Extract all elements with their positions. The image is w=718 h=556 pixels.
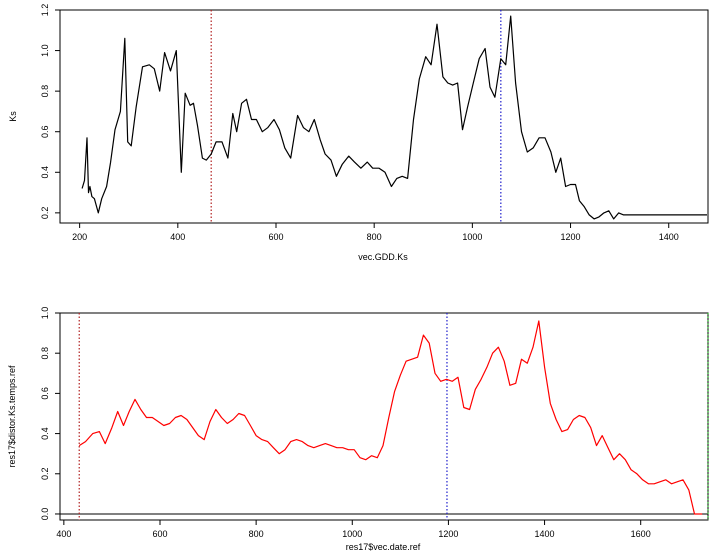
y-tick-label: 1.2 — [40, 4, 50, 17]
bottom-chart-panel: 400 600 800 1000 1200 1400 1600 0.0 0.2 0.4 0.6 0.8… — [7, 307, 709, 552]
y-tick-label: 0.4 — [40, 427, 50, 440]
series-line — [81, 15, 707, 220]
x-tick-label: 1200 — [561, 232, 581, 242]
y-tick-label: 0.8 — [40, 347, 50, 360]
plot-frame — [59, 312, 709, 521]
x-tick-label: 800 — [249, 529, 264, 539]
x-axis-title: vec.GDD.Ks — [358, 252, 408, 262]
x-tick-label: 1000 — [342, 529, 362, 539]
y-tick-label: 0.2 — [40, 207, 50, 220]
y-axis: 0.2 0.4 0.6 0.8 1.0 1.2 — [40, 4, 60, 219]
x-tick-label: 600 — [268, 232, 283, 242]
y-tick-label: 0.2 — [40, 468, 50, 481]
y-axis-title: Ks — [8, 111, 18, 122]
x-axis: 200 400 600 800 1000 1200 1400 — [72, 223, 679, 242]
y-tick-label: 0.6 — [40, 387, 50, 400]
y-tick-label: 0.6 — [40, 125, 50, 138]
y-tick-label: 0.0 — [40, 508, 50, 521]
x-tick-label: 1400 — [535, 529, 555, 539]
x-axis: 400 600 800 1000 1200 1400 1600 — [56, 520, 651, 539]
y-axis-title: res17$distor.Ks.temps.ref — [7, 365, 17, 468]
x-tick-label: 1400 — [659, 232, 679, 242]
y-tick-label: 0.4 — [40, 166, 50, 179]
top-chart-panel: 200 400 600 800 1000 1200 1400 0.2 0.4 0.6 0.8 1.0 1… — [8, 4, 709, 262]
y-tick-label: 0.8 — [40, 85, 50, 98]
x-tick-label: 800 — [367, 232, 382, 242]
x-tick-label: 1600 — [631, 529, 651, 539]
x-tick-label: 200 — [72, 232, 87, 242]
x-tick-label: 1000 — [462, 232, 482, 242]
x-tick-label: 1200 — [438, 529, 458, 539]
y-tick-label: 1.0 — [40, 44, 50, 57]
x-tick-label: 400 — [170, 232, 185, 242]
series-line — [78, 320, 703, 515]
y-axis: 0.0 0.2 0.4 0.6 0.8 1.0 — [40, 307, 60, 520]
x-tick-label: 600 — [152, 529, 167, 539]
x-axis-title: res17$vec.date.ref — [346, 542, 421, 552]
y-tick-label: 1.0 — [40, 307, 50, 320]
plot-frame — [59, 9, 709, 224]
x-tick-label: 400 — [56, 529, 71, 539]
